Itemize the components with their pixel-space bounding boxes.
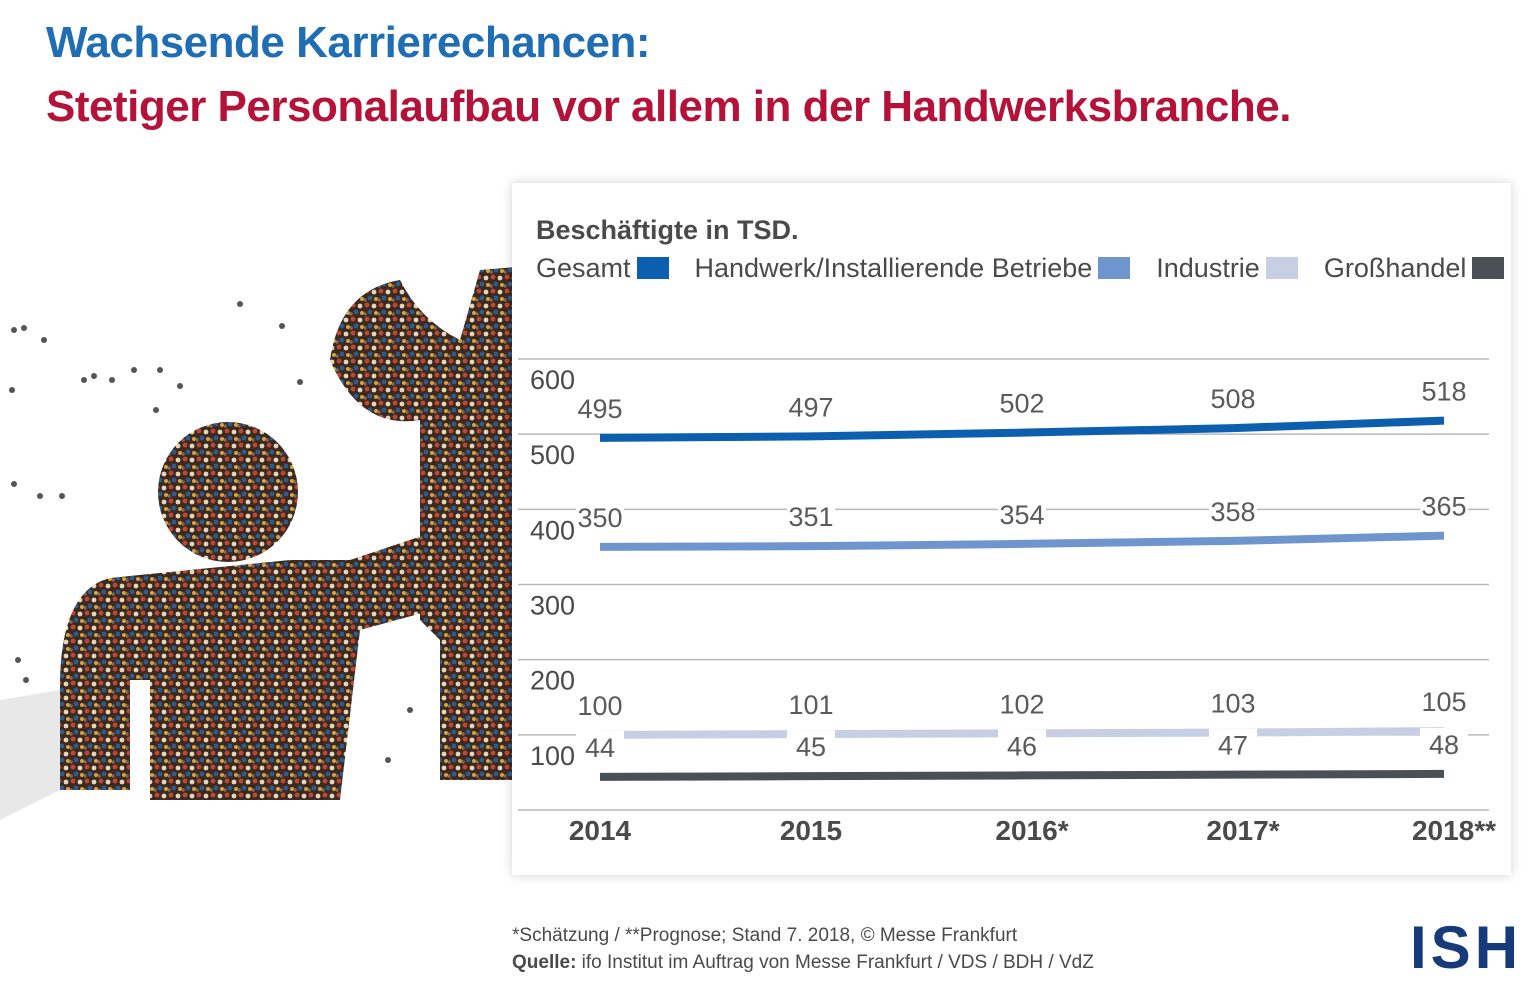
chart-unit-label: Beschäftigte in TSD. — [536, 215, 799, 245]
data-label: 103 — [1210, 689, 1255, 719]
data-label-bg — [576, 500, 624, 533]
legend-swatch — [1098, 257, 1131, 279]
data-label: 48 — [1429, 730, 1459, 760]
data-label-bg — [998, 386, 1046, 419]
ish-logo: ISH — [1410, 914, 1523, 981]
y-tick-label: 600 — [530, 365, 575, 395]
data-label: 508 — [1210, 384, 1255, 414]
data-label-bg — [787, 390, 835, 423]
x-tick-label: 2018** — [1412, 815, 1496, 846]
y-tick-label: 300 — [530, 591, 575, 621]
data-label-bg — [576, 391, 624, 424]
data-label: 102 — [999, 689, 1044, 719]
source-line: Quelle: ifo Institut im Auftrag von Mess… — [512, 952, 1094, 974]
y-tick-label: 400 — [530, 515, 575, 545]
data-label-bg — [787, 730, 835, 763]
data-label: 101 — [788, 690, 833, 720]
data-label: 47 — [1218, 731, 1248, 761]
source-text: ifo Institut im Auftrag von Messe Frankf… — [576, 952, 1094, 973]
x-tick-label: 2014 — [569, 815, 632, 846]
data-label-bg — [1209, 494, 1257, 527]
series-line-3 — [599, 769, 1445, 781]
legend-label: Industrie — [1156, 252, 1260, 283]
y-tick-label: 500 — [530, 440, 575, 470]
data-label-bg — [576, 688, 624, 721]
data-label-bg — [998, 729, 1046, 762]
source-label: Quelle: — [512, 952, 577, 973]
headline-blue: Wachsende Karrierechancen: — [46, 18, 651, 67]
data-label: 105 — [1421, 687, 1466, 717]
x-tick-label: 2015 — [780, 815, 842, 846]
data-label-bg — [998, 687, 1046, 720]
data-label-bg — [1420, 685, 1468, 718]
legend-item-handwerk: Handwerk/Installierende Betriebe — [695, 253, 1131, 284]
headline-red: Stetiger Personalaufbau vor allem in der… — [46, 82, 1291, 131]
legend-label: Großhandel — [1323, 252, 1467, 283]
data-label-bg — [1420, 489, 1468, 522]
data-label: 495 — [577, 394, 622, 424]
data-label-bg — [998, 497, 1046, 530]
data-label-bg — [1209, 686, 1257, 719]
legend-item-grosshandel: Großhandel — [1324, 253, 1505, 284]
crowd-people-illustration — [0, 260, 600, 820]
legend-item-gesamt: Gesamt — [536, 253, 669, 284]
series-line-0 — [599, 416, 1445, 442]
data-label-bg — [1209, 728, 1257, 761]
legend-item-industrie: Industrie — [1156, 253, 1298, 284]
y-tick-label: 200 — [530, 666, 575, 696]
data-label: 350 — [577, 503, 622, 533]
x-tick-label: 2017* — [1206, 815, 1279, 846]
legend-swatch — [1265, 257, 1298, 279]
data-label: 44 — [585, 733, 615, 763]
data-label: 518 — [1421, 377, 1466, 407]
data-label-bg — [1209, 382, 1257, 415]
legend-label: Handwerk/Installierende Betriebe — [694, 252, 1093, 283]
data-label-bg — [787, 500, 835, 533]
data-label-bg — [576, 730, 624, 763]
data-label-bg — [1420, 727, 1468, 760]
legend-label: Gesamt — [536, 252, 631, 283]
data-label: 351 — [788, 502, 833, 532]
data-label: 497 — [788, 392, 833, 422]
data-label: 45 — [796, 732, 826, 762]
legend-swatch — [1472, 257, 1505, 279]
data-label-bg — [1420, 374, 1468, 407]
y-tick-label: 100 — [530, 741, 575, 771]
chart-legend: Gesamt Handwerk/Installierende Betriebe … — [536, 251, 1530, 285]
data-label: 46 — [1007, 731, 1037, 761]
data-label: 100 — [577, 691, 622, 721]
x-tick-label: 2016* — [995, 815, 1068, 846]
chart-panel: Beschäftigte in TSD. Gesamt Handwerk/Ins… — [512, 183, 1511, 875]
data-label: 365 — [1421, 492, 1466, 522]
data-label: 354 — [999, 500, 1044, 530]
data-label: 358 — [1210, 497, 1255, 527]
series-line-1 — [599, 531, 1445, 551]
legend-swatch — [636, 257, 669, 279]
footnote: *Schätzung / **Prognose; Stand 7. 2018, … — [512, 925, 1018, 946]
data-label-bg — [787, 688, 835, 721]
data-label: 502 — [999, 389, 1044, 419]
